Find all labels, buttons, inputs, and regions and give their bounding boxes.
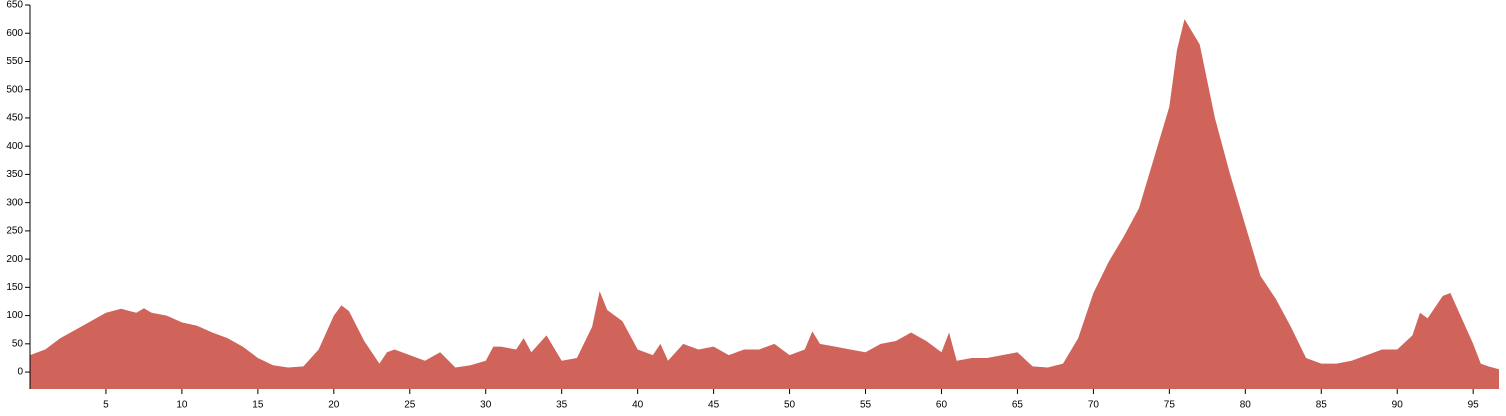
x-tick-label: 55 bbox=[860, 400, 872, 411]
y-tick-label: 550 bbox=[6, 56, 23, 67]
x-tick-label: 5 bbox=[103, 400, 109, 411]
x-tick-label: 35 bbox=[556, 400, 568, 411]
x-tick-label: 60 bbox=[936, 400, 948, 411]
y-tick-label: 50 bbox=[12, 338, 24, 349]
y-tick-label: 0 bbox=[17, 367, 23, 378]
x-tick-label: 95 bbox=[1468, 400, 1480, 411]
y-tick-label: 600 bbox=[6, 28, 23, 39]
x-tick-label: 70 bbox=[1088, 400, 1100, 411]
y-tick-label: 300 bbox=[6, 197, 23, 208]
y-tick-label: 400 bbox=[6, 141, 23, 152]
x-tick-label: 10 bbox=[176, 400, 188, 411]
y-tick-label: 250 bbox=[6, 226, 23, 237]
x-tick-label: 15 bbox=[252, 400, 264, 411]
y-tick-label: 500 bbox=[6, 84, 23, 95]
x-tick-label: 50 bbox=[784, 400, 796, 411]
x-tick-label: 75 bbox=[1164, 400, 1176, 411]
y-tick-label: 150 bbox=[6, 282, 23, 293]
x-tick-label: 80 bbox=[1240, 400, 1252, 411]
x-tick-label: 65 bbox=[1012, 400, 1024, 411]
y-tick-label: 200 bbox=[6, 254, 23, 265]
y-tick-label: 350 bbox=[6, 169, 23, 180]
x-tick-label: 20 bbox=[328, 400, 340, 411]
y-tick-label: 100 bbox=[6, 310, 23, 321]
y-tick-label: 650 bbox=[6, 0, 23, 11]
x-tick-label: 30 bbox=[480, 400, 492, 411]
x-tick-label: 40 bbox=[632, 400, 644, 411]
area bbox=[30, 19, 1499, 390]
x-tick-label: 90 bbox=[1392, 400, 1404, 411]
x-tick-label: 45 bbox=[708, 400, 720, 411]
y-tick-label: 450 bbox=[6, 113, 23, 124]
x-tick-label: 25 bbox=[404, 400, 416, 411]
x-tick-label: 85 bbox=[1316, 400, 1328, 411]
